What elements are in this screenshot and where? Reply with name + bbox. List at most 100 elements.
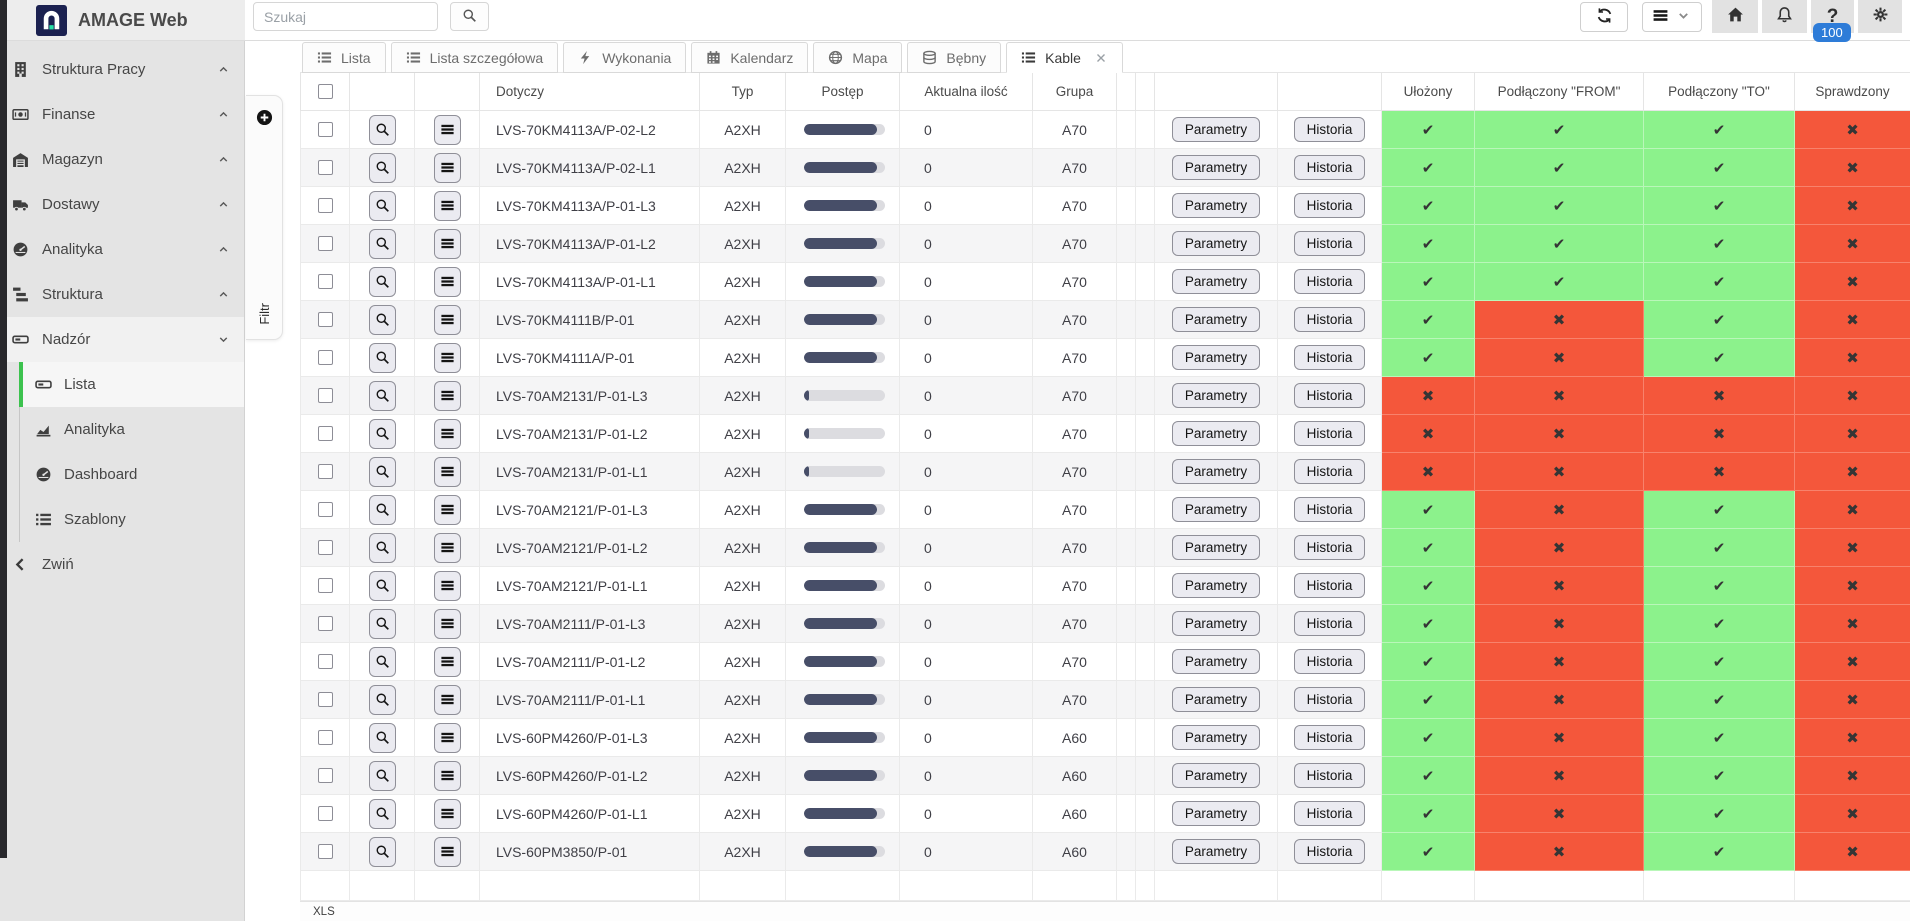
row-menu-button[interactable] (433, 646, 461, 677)
row-menu-button[interactable] (433, 570, 461, 601)
parametry-button[interactable]: Parametry (1171, 345, 1261, 370)
table-row[interactable]: LVS-60PM3850/P-01 A2XH 0 A60 Parametry Histor… (300, 832, 1910, 871)
table-row[interactable]: LVS-70AM2131/P-01-L2 A2XH 0 A70 Parametry His… (300, 414, 1910, 453)
parametry-button[interactable]: Parametry (1171, 839, 1261, 864)
table-row[interactable]: LVS-60PM4260/P-01-L1 A2XH 0 A60 Parametry His… (300, 794, 1910, 833)
parametry-button[interactable]: Parametry (1171, 307, 1261, 332)
row-preview-button[interactable] (368, 646, 396, 677)
row-checkbox[interactable] (317, 350, 333, 365)
tab-b-bny[interactable]: Bębny (907, 42, 1002, 73)
filter-drawer-toggle[interactable]: Filtr (246, 95, 283, 340)
row-menu-button[interactable] (433, 722, 461, 753)
row-menu-button[interactable] (433, 380, 461, 411)
home-button[interactable] (1712, 0, 1758, 33)
parametry-button[interactable]: Parametry (1171, 193, 1261, 218)
row-menu-button[interactable] (433, 836, 461, 867)
row-checkbox[interactable] (317, 388, 333, 403)
table-row[interactable]: LVS-70AM2121/P-01-L1 A2XH 0 A70 Parametry His… (300, 566, 1910, 605)
row-checkbox[interactable] (317, 198, 333, 213)
row-preview-button[interactable] (368, 684, 396, 715)
row-preview-button[interactable] (368, 494, 396, 525)
row-preview-button[interactable] (368, 152, 396, 183)
row-preview-button[interactable] (368, 114, 396, 145)
notifications-button[interactable] (1762, 0, 1807, 33)
sidebar-collapse-button[interactable]: Zwiń (0, 542, 244, 587)
table-row[interactable]: LVS-70KM4111B/P-01 A2XH 0 A70 Parametry Histo… (300, 300, 1910, 339)
row-preview-button[interactable] (368, 570, 396, 601)
table-row[interactable]: LVS-70AM2121/P-01-L3 A2XH 0 A70 Parametry His… (300, 490, 1910, 529)
row-menu-button[interactable] (433, 266, 461, 297)
historia-button[interactable]: Historia (1293, 497, 1366, 522)
row-menu-button[interactable] (433, 190, 461, 221)
row-menu-button[interactable] (433, 304, 461, 335)
sidebar-item-nadz-r[interactable]: Nadzór (0, 317, 244, 362)
table-row[interactable]: LVS-70AM2111/P-01-L3 A2XH 0 A70 Parametry His… (300, 604, 1910, 643)
row-preview-button[interactable] (368, 722, 396, 753)
parametry-button[interactable]: Parametry (1171, 763, 1261, 788)
table-row[interactable]: LVS-70AM2111/P-01-L2 A2XH 0 A70 Parametry His… (300, 642, 1910, 681)
row-checkbox[interactable] (317, 806, 333, 821)
row-checkbox[interactable] (317, 616, 333, 631)
row-menu-button[interactable] (433, 114, 461, 145)
parametry-button[interactable]: Parametry (1171, 725, 1261, 750)
historia-button[interactable]: Historia (1293, 231, 1366, 256)
table-row[interactable]: LVS-70AM2131/P-01-L1 A2XH 0 A70 Parametry His… (300, 452, 1910, 491)
tab-lista-szczeg-owa[interactable]: Lista szczegółowa (390, 42, 559, 73)
parametry-button[interactable]: Parametry (1171, 383, 1261, 408)
sidebar-item-struktura[interactable]: Struktura (0, 272, 244, 317)
row-preview-button[interactable] (368, 760, 396, 791)
parametry-button[interactable]: Parametry (1171, 459, 1261, 484)
historia-button[interactable]: Historia (1293, 307, 1366, 332)
search-button[interactable] (450, 2, 489, 31)
parametry-button[interactable]: Parametry (1171, 611, 1261, 636)
parametry-button[interactable]: Parametry (1171, 497, 1261, 522)
historia-button[interactable]: Historia (1293, 535, 1366, 560)
parametry-button[interactable]: Parametry (1171, 801, 1261, 826)
parametry-button[interactable]: Parametry (1171, 269, 1261, 294)
row-menu-button[interactable] (433, 760, 461, 791)
row-preview-button[interactable] (368, 266, 396, 297)
historia-button[interactable]: Historia (1293, 611, 1366, 636)
table-row[interactable]: LVS-70KM4113A/P-02-L1 A2XH 0 A70 Parametry Hi… (300, 148, 1910, 187)
historia-button[interactable]: Historia (1293, 763, 1366, 788)
sidebar-item-struktura-pracy[interactable]: Struktura Pracy (0, 47, 244, 92)
tab-wykonania[interactable]: Wykonania (563, 42, 687, 73)
row-checkbox[interactable] (317, 160, 333, 175)
row-preview-button[interactable] (368, 608, 396, 639)
row-checkbox[interactable] (317, 692, 333, 707)
row-menu-button[interactable] (433, 608, 461, 639)
table-row[interactable]: LVS-70KM4113A/P-02-L2 A2XH 0 A70 Parametry Hi… (300, 110, 1910, 149)
row-menu-button[interactable] (433, 342, 461, 373)
row-menu-button[interactable] (433, 456, 461, 487)
tab-kable[interactable]: Kable (1006, 42, 1123, 73)
table-row[interactable]: LVS-70KM4113A/P-01-L3 A2XH 0 A70 Parametry Hi… (300, 186, 1910, 225)
row-menu-button[interactable] (433, 494, 461, 525)
row-checkbox[interactable] (317, 730, 333, 745)
refresh-button[interactable] (1580, 2, 1628, 32)
table-row[interactable]: LVS-70KM4113A/P-01-L2 A2XH 0 A70 Parametry Hi… (300, 224, 1910, 263)
row-checkbox[interactable] (317, 312, 333, 327)
row-checkbox[interactable] (317, 578, 333, 593)
xls-export-link[interactable]: XLS (313, 905, 335, 918)
main-menu-button[interactable] (1642, 2, 1702, 32)
settings-button[interactable] (1858, 0, 1902, 33)
parametry-button[interactable]: Parametry (1171, 535, 1261, 560)
row-checkbox[interactable] (317, 844, 333, 859)
historia-button[interactable]: Historia (1293, 421, 1366, 446)
row-checkbox[interactable] (317, 768, 333, 783)
row-checkbox[interactable] (317, 654, 333, 669)
parametry-button[interactable]: Parametry (1171, 421, 1261, 446)
sidebar-subitem-analityka[interactable]: Analityka (20, 407, 244, 452)
parametry-button[interactable]: Parametry (1171, 155, 1261, 180)
sidebar-subitem-lista[interactable]: Lista (19, 362, 244, 407)
historia-button[interactable]: Historia (1293, 687, 1366, 712)
historia-button[interactable]: Historia (1293, 383, 1366, 408)
sidebar-item-finanse[interactable]: Finanse (0, 92, 244, 137)
row-preview-button[interactable] (368, 190, 396, 221)
parametry-button[interactable]: Parametry (1171, 231, 1261, 256)
table-row[interactable]: LVS-70KM4111A/P-01 A2XH 0 A70 Parametry Histo… (300, 338, 1910, 377)
sidebar-item-dostawy[interactable]: Dostawy (0, 182, 244, 227)
sidebar-subitem-szablony[interactable]: Szablony (20, 497, 244, 542)
row-preview-button[interactable] (368, 228, 396, 259)
row-checkbox[interactable] (317, 122, 333, 137)
